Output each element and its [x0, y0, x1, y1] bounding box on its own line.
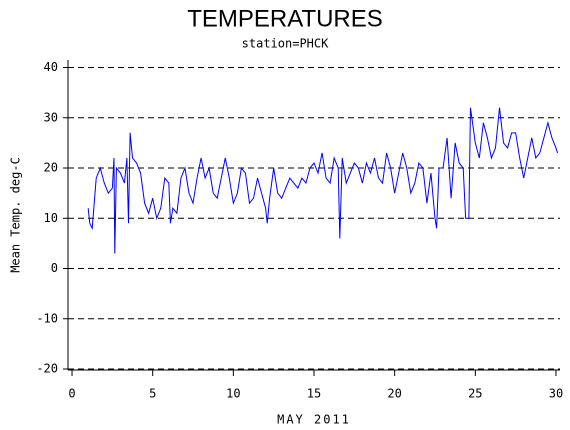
- y-tick-label: -10: [36, 311, 58, 325]
- x-tick-label: 25: [468, 387, 482, 401]
- data-line: [87, 107, 559, 254]
- x-tick-label: 10: [226, 387, 240, 401]
- x-tick-label: 0: [68, 387, 75, 401]
- x-tick-label: 20: [387, 387, 401, 401]
- y-axis-label: Mean Temp. deg-C: [9, 157, 23, 273]
- y-tick-label: 40: [44, 60, 58, 74]
- y-tick-label: 0: [51, 261, 58, 275]
- y-tick-label: 10: [44, 211, 58, 225]
- x-tick-label: 30: [549, 387, 563, 401]
- y-tick-label: -20: [36, 361, 58, 375]
- x-tick-label: 5: [149, 387, 156, 401]
- y-tick-label: 30: [44, 110, 58, 124]
- x-axis-label: MAY 2011: [277, 413, 351, 427]
- chart-subtitle: station=PHCK: [242, 37, 329, 51]
- chart-title: TEMPERATURES: [187, 5, 383, 32]
- x-tick-label: 15: [307, 387, 321, 401]
- y-tick-label: 20: [44, 161, 58, 175]
